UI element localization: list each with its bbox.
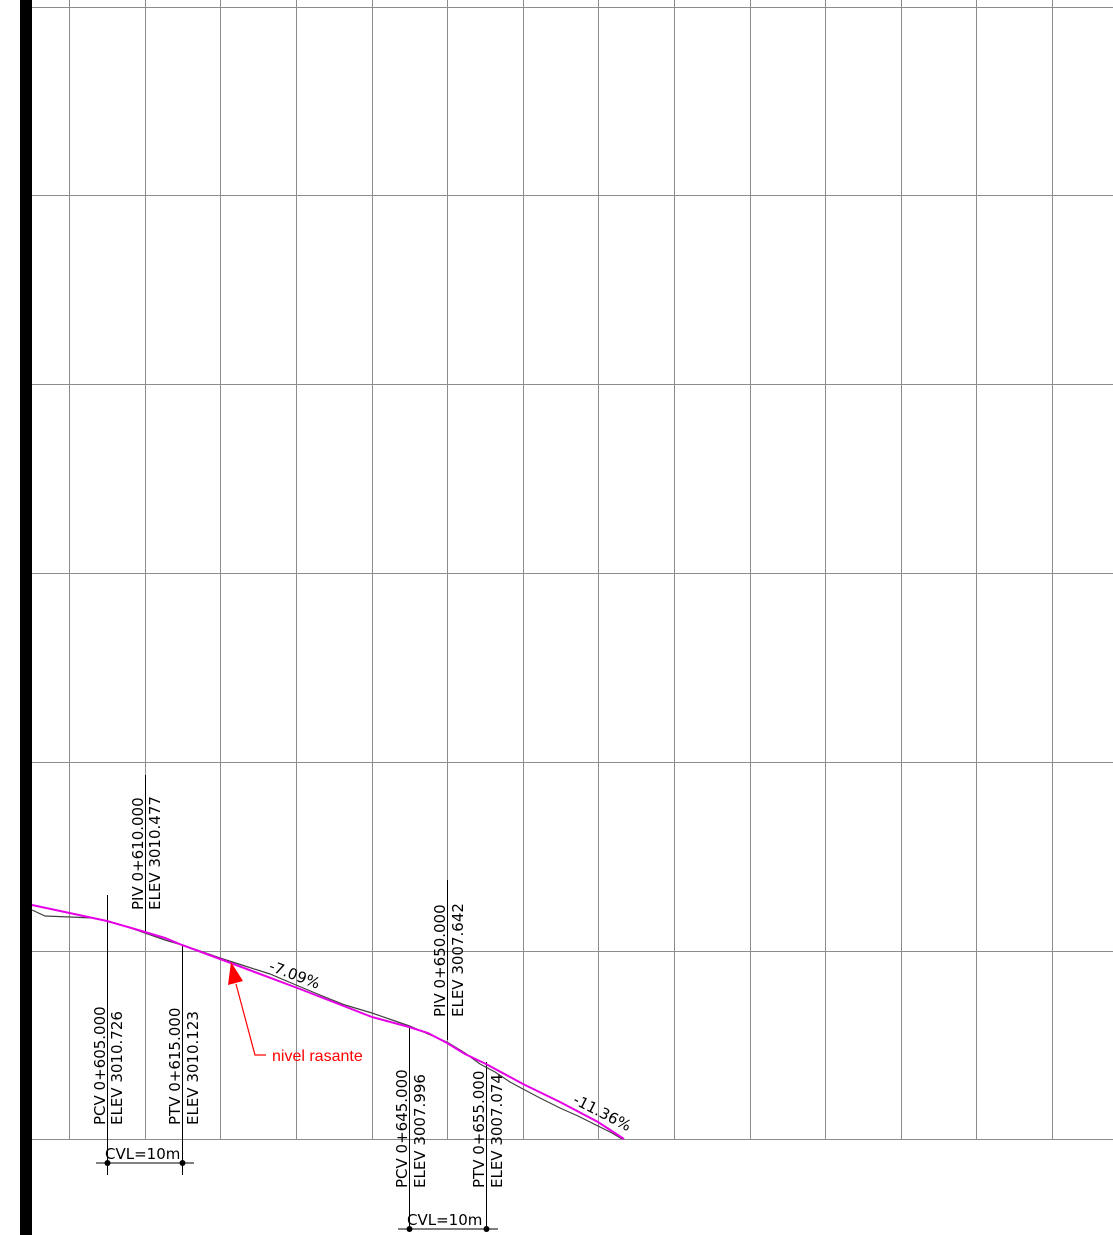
station-lines [107,775,487,1232]
ptv-2-station-label: PTV 0+655.000 [470,1071,488,1188]
left-border-bar [20,0,32,1235]
ptv-1-station-label: PTV 0+615.000 [166,1008,184,1125]
arrow-up-icon [228,962,243,985]
curve-1-labels: PCV 0+605.000 ELEV 3010.726 PIV 0+610.00… [91,796,202,1125]
piv-1-elev-label: ELEV 3010.477 [146,796,164,910]
cvl-1-label: CVL=10m [105,1145,180,1163]
curve-2-labels: PCV 0+645.000 ELEV 3007.996 PIV 0+650.00… [393,903,506,1188]
cvl-1-end-dot [179,1160,186,1166]
piv-2-elev-label: ELEV 3007.642 [449,903,467,1017]
cvl-2-start-dot [406,1226,413,1232]
design-grade-line [31,904,625,1140]
grid [32,0,1113,1140]
piv-1-station-label: PIV 0+610.000 [129,797,147,910]
ptv-2-elev-label: ELEV 3007.074 [488,1074,506,1188]
pcv-1-station-label: PCV 0+605.000 [91,1006,109,1125]
cvl-1-start-dot [104,1160,111,1166]
cvl-1-dimension: CVL=10m [96,1145,194,1166]
pcv-2-station-label: PCV 0+645.000 [393,1069,411,1188]
annotation-label: nivel rasante [272,1048,363,1065]
cvl-2-end-dot [483,1226,490,1232]
pcv-2-elev-label: ELEV 3007.996 [411,1074,429,1188]
pcv-1-elev-label: ELEV 3010.726 [108,1011,126,1125]
rasante-annotation: nivel rasante [228,962,363,1065]
ptv-1-elev-label: ELEV 3010.123 [184,1011,202,1125]
cvl-2-label: CVL=10m [407,1211,482,1229]
piv-2-station-label: PIV 0+650.000 [431,904,449,1017]
annotation-leader-line [235,983,266,1056]
cvl-2-dimension: CVL=10m [398,1211,498,1232]
